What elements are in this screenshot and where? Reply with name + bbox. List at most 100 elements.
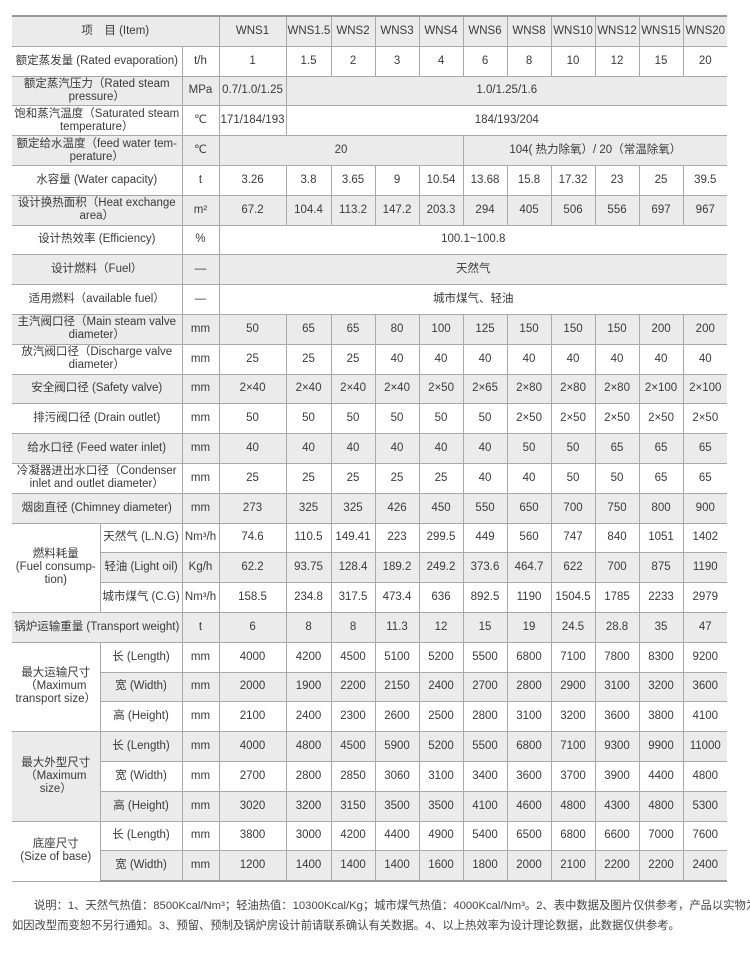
value-cell: 4600 [506, 790, 552, 822]
value-cell: 450 [418, 492, 464, 524]
value-cell: 9 [374, 164, 420, 196]
value-cell: 2979 [682, 582, 728, 613]
value-cell: 1200 [218, 850, 287, 883]
value-cell: 67.2 [218, 194, 287, 226]
value-cell: 65 [594, 433, 640, 464]
value-cell: 50 [218, 403, 287, 435]
value-cell: 65 [285, 313, 332, 345]
value-cell: 15 [638, 45, 684, 77]
value-cell: 4900 [418, 820, 464, 852]
value-cell: 50 [418, 403, 464, 435]
value-cell: 4400 [374, 820, 420, 852]
value-cell: 23 [594, 164, 640, 196]
value-cell: 39.5 [682, 164, 728, 196]
row-label: 宽 (Width) [100, 850, 183, 883]
value-cell: 6800 [506, 641, 552, 673]
value-cell: 8300 [638, 641, 684, 673]
unit-cell: Nm³/h [181, 582, 220, 613]
group-label: 底座尺寸 (Size of base) [12, 820, 101, 882]
value-cell: 2600 [374, 701, 420, 733]
value-cell: 65 [330, 313, 376, 345]
value-cell: 12 [594, 45, 640, 77]
unit-cell: % [181, 224, 220, 256]
header-model: WNS10 [550, 14, 596, 47]
value-cell: 6 [218, 611, 287, 643]
value-cell: 2500 [418, 701, 464, 733]
value-cell: 200 [638, 313, 684, 345]
value-cell: 24.5 [550, 611, 596, 643]
value-cell: 2700 [218, 760, 287, 792]
value-cell: 2200 [638, 850, 684, 883]
value-cell: 700 [594, 552, 640, 584]
value-cell: 2700 [462, 671, 508, 703]
value-cell: 3800 [638, 701, 684, 733]
value-cell: 4400 [638, 760, 684, 792]
unit-cell: m² [181, 194, 220, 226]
unit-cell: — [181, 254, 220, 286]
value-cell: 40 [462, 462, 508, 494]
value-cell: 4300 [594, 790, 640, 822]
value-cell: 273 [218, 492, 287, 524]
table-row: 安全阀口径 (Safety valve) mm 2×40 2×40 2×40 2×40 2×… [12, 373, 728, 405]
value-cell: 11.3 [374, 611, 420, 643]
value-cell: 2100 [218, 701, 287, 733]
value-cell: 25 [330, 462, 376, 494]
value-cell: 967 [682, 194, 728, 226]
value-cell: 3500 [374, 790, 420, 822]
value-cell: 700 [550, 492, 596, 524]
value-cell: 50 [550, 462, 596, 494]
value-cell: 40 [374, 433, 420, 464]
merged-value-cell: 20 [218, 135, 464, 166]
value-cell: 25 [418, 462, 464, 494]
value-cell: 13.68 [462, 164, 508, 196]
value-cell: 2200 [330, 671, 376, 703]
value-cell: 50 [550, 433, 596, 464]
table-row: 冷凝器进出水口径（Condenser inlet and outlet diam… [12, 462, 728, 494]
header-model: WNS3 [374, 14, 420, 47]
table-row: 排污阀口径 (Drain outlet) mm 50 50 50 50 50 50 2×50 2×… [12, 403, 728, 435]
value-cell: 40 [682, 343, 728, 375]
table-row: 饱和蒸汽温度（Saturated steam temperature） ℃ 171/… [12, 105, 728, 137]
header-model: WNS1.5 [285, 14, 332, 47]
value-cell: 65 [638, 462, 684, 494]
merged-value-cell: 1.0/1.25/1.6 [285, 75, 728, 107]
row-label: 额定蒸汽压力（Rated steam pressure） [12, 75, 183, 107]
value-cell: 426 [374, 492, 420, 524]
value-cell: 4500 [330, 731, 376, 762]
value-cell: 325 [330, 492, 376, 524]
value-cell: 150 [550, 313, 596, 345]
value-cell: 62.2 [218, 552, 287, 584]
value-cell: 158.5 [218, 582, 287, 613]
value-cell: 5200 [418, 731, 464, 762]
value-cell: 2150 [374, 671, 420, 703]
row-label: 冷凝器进出水口径（Condenser inlet and outlet diam… [12, 462, 183, 494]
value-cell: 2×50 [506, 403, 552, 435]
value-cell: 464.7 [506, 552, 552, 584]
value-cell: 560 [506, 522, 552, 554]
value-cell: 2233 [638, 582, 684, 613]
row-label: 设计换热面积（Heat exchange area） [12, 194, 183, 226]
group-label: 最大外型尺寸 （Maximum size） [12, 731, 101, 822]
value-cell: 2×80 [506, 373, 552, 405]
row-label: 水容量 (Water capacity) [12, 164, 183, 196]
value-cell: 3 [374, 45, 420, 77]
value-cell: 2×50 [682, 403, 728, 435]
value-cell: 40 [418, 343, 464, 375]
value-cell: 3100 [506, 701, 552, 733]
value-cell: 25 [285, 462, 332, 494]
value-cell: 750 [594, 492, 640, 524]
value-cell: 3200 [285, 790, 332, 822]
unit-cell: t/h [181, 45, 220, 77]
value-cell: 2 [330, 45, 376, 77]
value-cell: 2400 [285, 701, 332, 733]
value-cell: 506 [550, 194, 596, 226]
unit-cell: t [181, 611, 220, 643]
value-cell: 1402 [682, 522, 728, 554]
value-cell: 50 [374, 403, 420, 435]
row-label: 宽 (Width) [100, 671, 183, 703]
value-cell: 40 [462, 343, 508, 375]
value-cell: 4 [418, 45, 464, 77]
value-cell: 6500 [506, 820, 552, 852]
value-cell: 9300 [594, 731, 640, 762]
value-cell: 7800 [594, 641, 640, 673]
